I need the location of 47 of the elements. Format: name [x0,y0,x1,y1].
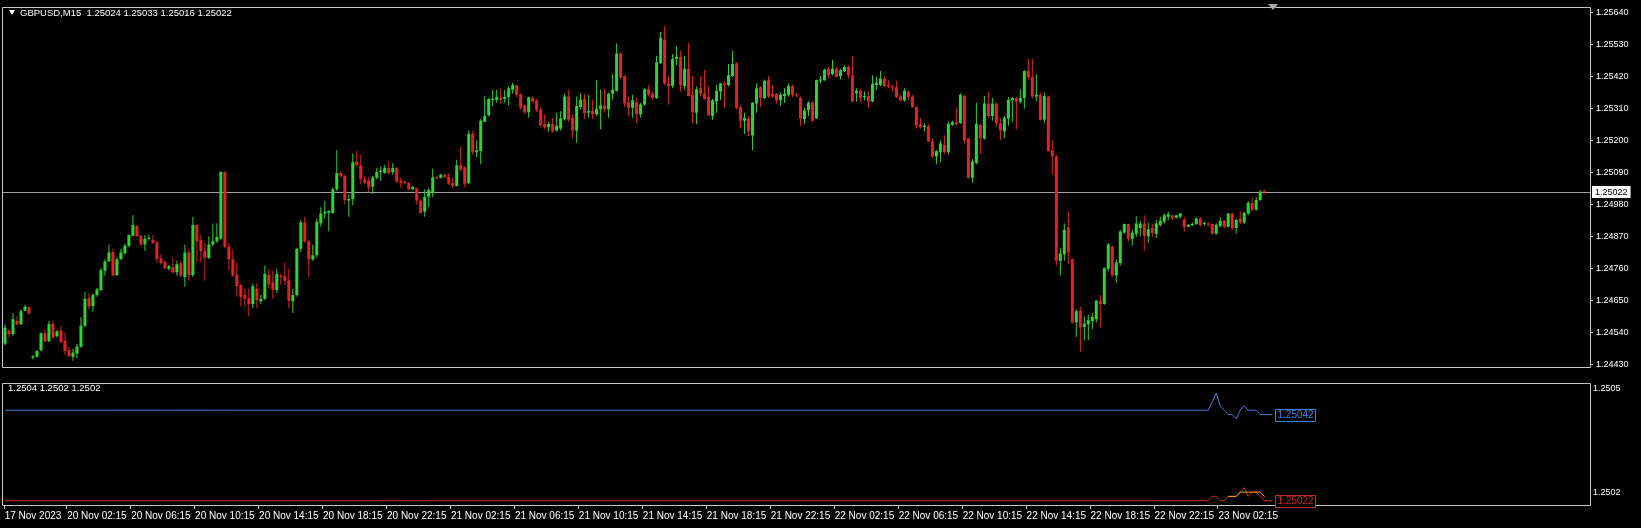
y-tick-label: 1.2502 [1593,486,1621,497]
candlestick [323,201,327,219]
chart-title: 1.2504 1.2502 1.2502 [8,382,101,393]
x-tick-label: 20 Nov 06:15 [131,509,192,521]
annotation: 1.25042 [1277,409,1315,421]
candlestick [1082,316,1086,341]
y-tick-label: 1.25200 [1596,135,1629,146]
y-tick-label: 1.24870 [1596,231,1629,242]
candlestick [667,76,671,105]
y-tick-label: 1.25420 [1596,71,1629,82]
annotation: 1.25022 [1277,495,1315,507]
x-tick-label: 20 Nov 22:15 [386,509,447,521]
y-tick-label: 1.24540 [1596,326,1629,337]
y-tick-label: 1.25530 [1596,39,1629,50]
chart-title: GBPUSD,M15 1.25024 1.25033 1.25016 1.25022 [20,7,232,18]
x-tick-label: 22 Nov 14:15 [1026,509,1087,521]
x-tick-label: 17 Nov 2023 [4,509,62,521]
x-tick-label: 21 Nov 10:15 [578,509,639,521]
x-tick-label: 21 Nov 02:15 [450,509,511,521]
x-tick-label: 23 Nov 02:15 [1218,509,1279,521]
x-tick-label: 22 Nov 06:15 [898,509,959,521]
x-tick-label: 20 Nov 02:15 [67,509,128,521]
x-tick-label: 22 Nov 10:15 [962,509,1023,521]
candlestick [723,81,727,108]
x-tick-label: 21 Nov 14:15 [642,509,703,521]
x-tick-label: 22 Nov 02:15 [834,509,895,521]
x-tick-label: 22 Nov 18:15 [1090,509,1151,521]
candlestick [1014,97,1018,130]
y-tick-label: 1.2505 [1593,383,1621,394]
x-tick-label: 21 Nov 06:15 [514,509,575,521]
y-tick-label: 1.24430 [1596,358,1629,369]
x-tick-label: 20 Nov 10:15 [195,509,256,521]
ref-line-label: 1.25022 [1595,186,1628,197]
x-tick-label: 22 Nov 22:15 [1154,509,1215,521]
y-tick-label: 1.25640 [1596,7,1629,18]
y-tick-label: 1.24980 [1596,199,1629,210]
x-tick-label: 20 Nov 18:15 [323,509,383,521]
y-tick-label: 1.24650 [1596,294,1629,305]
y-tick-label: 1.25310 [1596,103,1629,114]
candlestick [599,89,603,130]
y-tick-label: 1.24760 [1596,262,1629,273]
candlestick [890,85,894,92]
candlestick [587,94,591,118]
x-tick-label: 21 Nov 18:15 [706,509,767,521]
x-tick-label: 20 Nov 14:15 [259,509,319,521]
y-tick-label: 1.25090 [1596,167,1629,178]
x-tick-label: 21 Nov 22:15 [770,509,831,521]
